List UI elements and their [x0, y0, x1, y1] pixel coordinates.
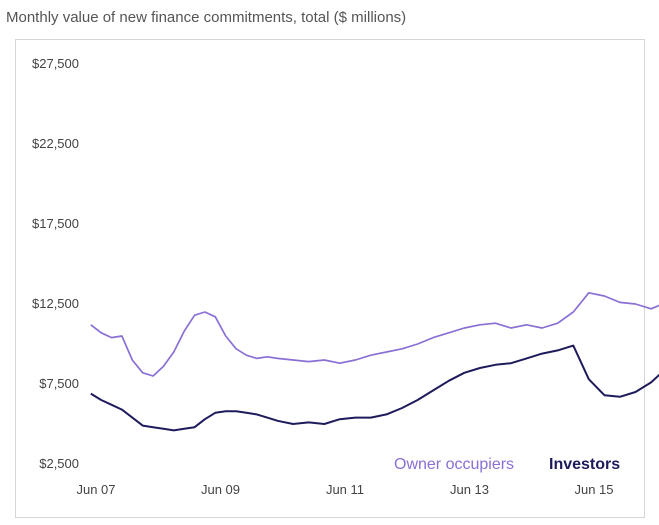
legend-owner-occupiers: Owner occupiers: [394, 456, 514, 473]
series-line-investors: [90, 344, 659, 432]
y-tick-label: $27,500: [32, 56, 79, 71]
x-tick-label: Jun 09: [201, 482, 240, 497]
y-tick-label: $17,500: [32, 216, 79, 231]
chart-panel: [15, 39, 645, 518]
x-tick-label: Jun 15: [574, 482, 613, 497]
legend-investors: Investors: [549, 456, 620, 473]
legend: Owner occupiers Investors: [394, 456, 620, 473]
chart-title: Monthly value of new finance commitments…: [6, 9, 407, 26]
y-tick-label: $22,500: [32, 136, 79, 151]
x-tick-label: Jun 13: [450, 482, 489, 497]
y-axis-ticks: $2,500 $7,500 $12,500 $17,500 $22,500 $27,500: [32, 56, 79, 471]
y-tick-label: $7,500: [39, 376, 79, 391]
y-tick-label: $2,500: [39, 456, 79, 471]
y-tick-label: $12,500: [32, 296, 79, 311]
x-tick-label: Jun 11: [326, 482, 364, 497]
series-line-owner-occupiers: [90, 291, 659, 377]
series-lines: [90, 291, 659, 432]
x-tick-label: Jun 07: [76, 482, 115, 497]
